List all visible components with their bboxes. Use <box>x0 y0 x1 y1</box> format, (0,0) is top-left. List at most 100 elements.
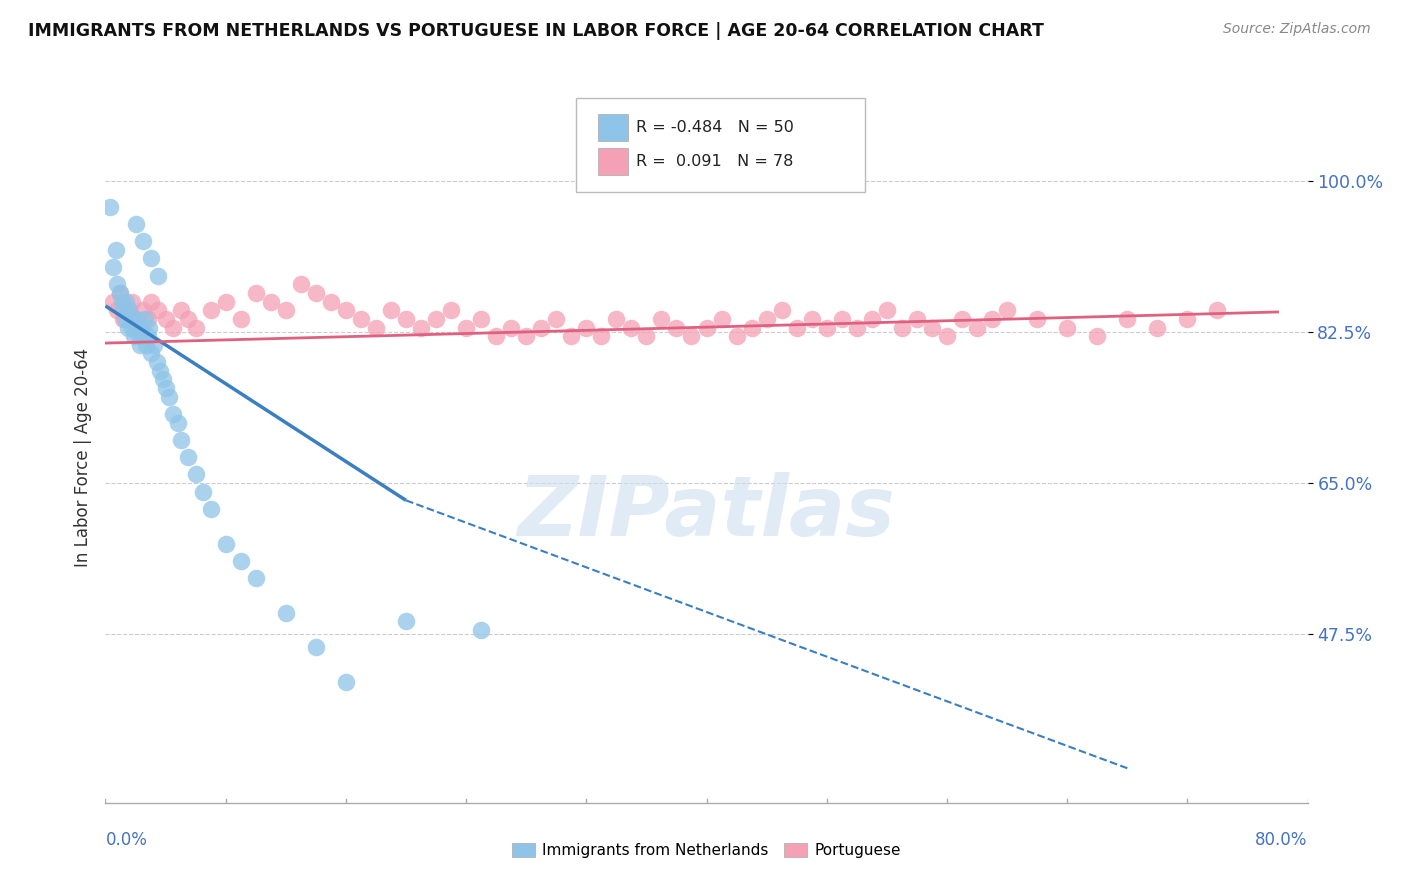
Point <box>184 467 207 482</box>
Point <box>118 303 141 318</box>
Point <box>112 303 135 318</box>
Point <box>124 312 146 326</box>
Point <box>636 329 658 343</box>
Point <box>136 329 159 343</box>
Point <box>145 355 167 369</box>
Point <box>575 320 598 334</box>
Point <box>110 285 132 300</box>
Point <box>245 571 267 585</box>
Legend: Immigrants from Netherlands, Portuguese: Immigrants from Netherlands, Portuguese <box>506 837 907 864</box>
Point <box>131 320 153 334</box>
Point <box>214 294 236 309</box>
Point <box>380 303 402 318</box>
Point <box>981 312 1004 326</box>
Point <box>591 329 613 343</box>
Point <box>129 338 152 352</box>
Point <box>905 312 928 326</box>
Point <box>470 312 492 326</box>
Point <box>162 407 184 421</box>
Point <box>335 674 357 689</box>
Point <box>395 615 418 629</box>
Point <box>890 320 912 334</box>
Point <box>305 640 328 655</box>
Point <box>364 320 387 334</box>
Point <box>139 252 162 266</box>
Point <box>184 320 207 334</box>
Point <box>107 303 129 318</box>
Text: ZIPatlas: ZIPatlas <box>517 472 896 553</box>
Point <box>104 243 127 257</box>
Point <box>921 320 943 334</box>
Point <box>148 364 170 378</box>
Point <box>101 294 124 309</box>
Point <box>111 294 134 309</box>
Point <box>815 320 838 334</box>
Point <box>157 390 180 404</box>
Text: R =  0.091   N = 78: R = 0.091 N = 78 <box>636 154 793 169</box>
Point <box>501 320 523 334</box>
Point <box>245 285 267 300</box>
Point <box>395 312 418 326</box>
Y-axis label: In Labor Force | Age 20-64: In Labor Force | Age 20-64 <box>73 348 91 566</box>
Point <box>860 312 883 326</box>
Point <box>214 536 236 550</box>
Point <box>132 303 155 318</box>
Point <box>966 320 988 334</box>
Point <box>1026 312 1049 326</box>
Point <box>125 320 148 334</box>
Point <box>1175 312 1198 326</box>
Point <box>136 312 159 326</box>
Point <box>191 484 214 499</box>
Text: 0.0%: 0.0% <box>105 831 148 849</box>
Point <box>1116 312 1139 326</box>
Point <box>319 294 342 309</box>
Point <box>260 294 283 309</box>
Point <box>162 320 184 334</box>
Point <box>696 320 718 334</box>
Point <box>665 320 688 334</box>
Point <box>200 502 222 516</box>
Text: 80.0%: 80.0% <box>1256 831 1308 849</box>
Point <box>831 312 853 326</box>
Point <box>169 433 191 447</box>
Point <box>1146 320 1168 334</box>
Point <box>139 294 162 309</box>
Point <box>1206 303 1229 318</box>
Point <box>786 320 808 334</box>
Point <box>132 234 155 248</box>
Point <box>530 320 553 334</box>
Point <box>110 285 132 300</box>
Point <box>710 312 733 326</box>
Point <box>114 312 136 326</box>
Point <box>132 329 155 343</box>
Point <box>117 303 139 318</box>
Point <box>229 312 252 326</box>
Point <box>169 303 191 318</box>
Text: IMMIGRANTS FROM NETHERLANDS VS PORTUGUESE IN LABOR FORCE | AGE 20-64 CORRELATION: IMMIGRANTS FROM NETHERLANDS VS PORTUGUES… <box>28 22 1045 40</box>
Point <box>229 554 252 568</box>
Point <box>440 303 463 318</box>
Point <box>120 312 142 326</box>
Text: R = -0.484   N = 50: R = -0.484 N = 50 <box>636 120 793 135</box>
Point <box>755 312 778 326</box>
Point <box>135 338 157 352</box>
Point <box>200 303 222 318</box>
Point <box>725 329 748 343</box>
Point <box>605 312 627 326</box>
Point <box>454 320 477 334</box>
Point <box>409 320 432 334</box>
Point <box>134 312 156 326</box>
Point <box>560 329 582 343</box>
Point <box>950 312 973 326</box>
Point <box>128 329 150 343</box>
Point <box>122 329 145 343</box>
Point <box>876 303 898 318</box>
Point <box>650 312 672 326</box>
Point <box>546 312 568 326</box>
Point <box>335 303 357 318</box>
Point <box>124 312 146 326</box>
Point <box>146 303 169 318</box>
Point <box>681 329 703 343</box>
Point <box>1056 320 1078 334</box>
Point <box>146 268 169 283</box>
